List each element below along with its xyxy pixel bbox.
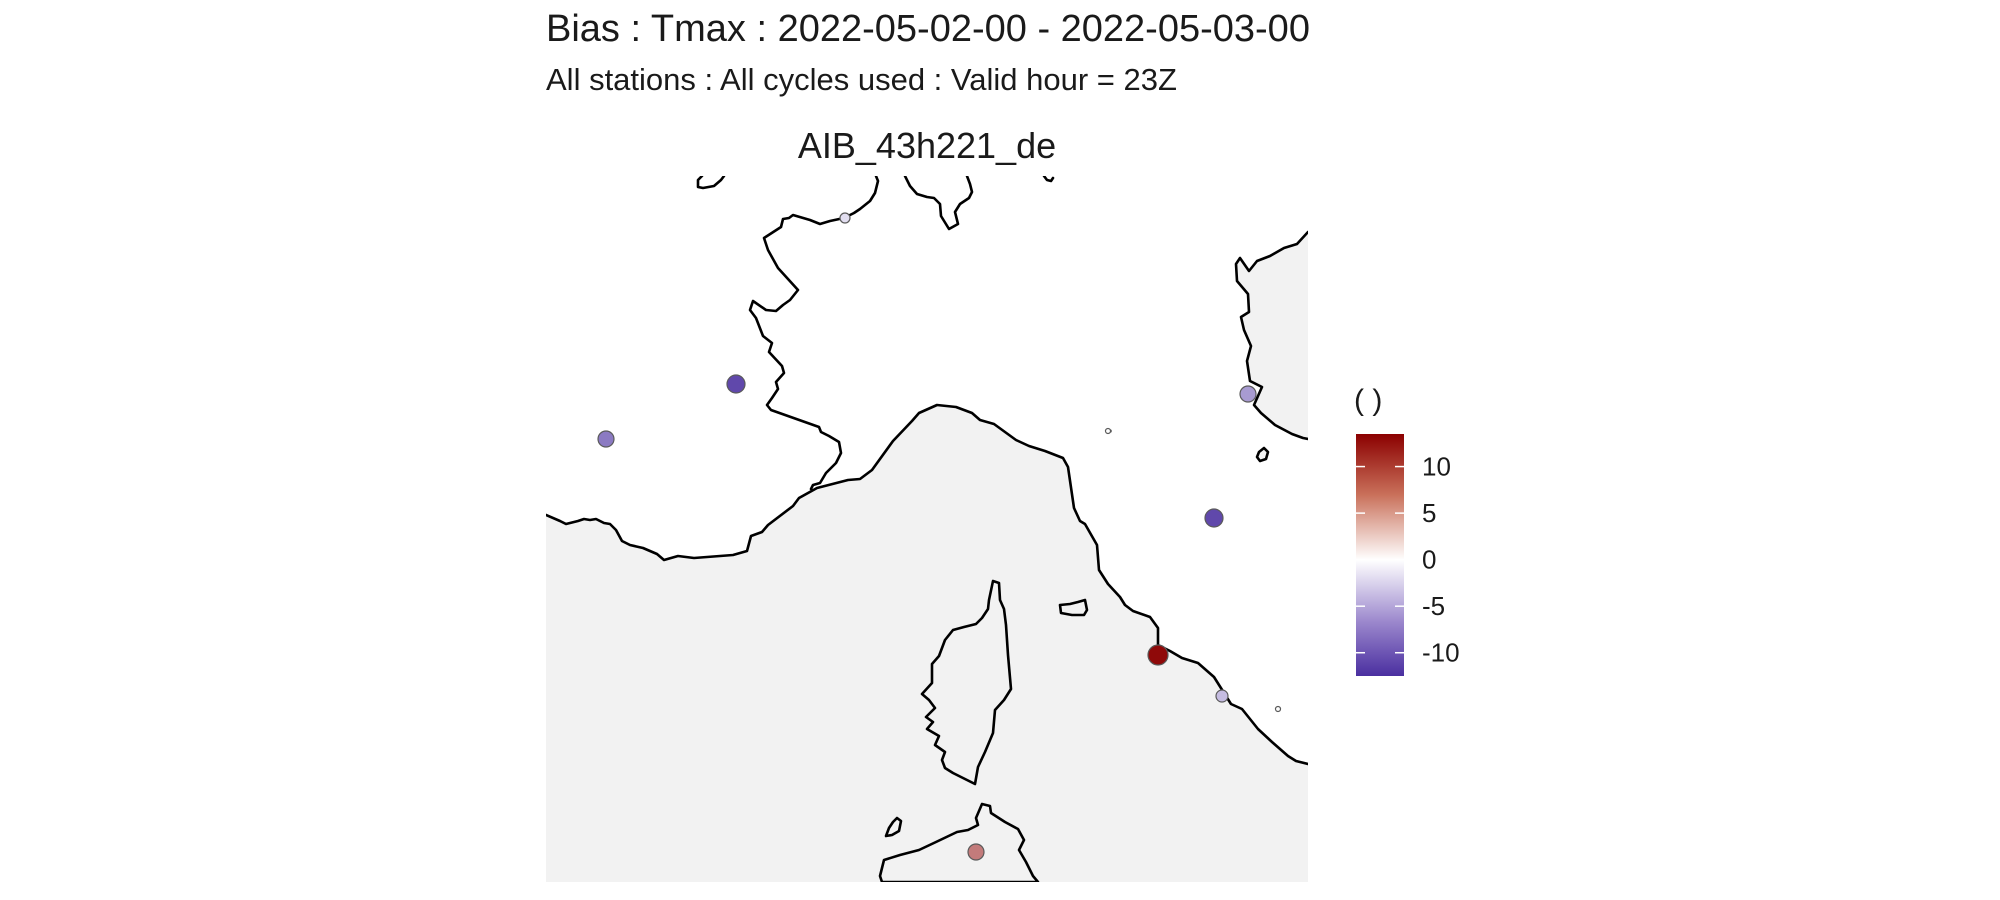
land-italy	[546, 405, 1308, 882]
station-point[interactable]	[1147, 644, 1169, 666]
island-corsica	[920, 579, 1013, 786]
map-layer	[546, 176, 1308, 882]
station-point[interactable]	[1239, 385, 1257, 403]
legend-tick-label: -10	[1422, 638, 1460, 668]
land-balkans	[1236, 232, 1308, 439]
island-sardinia-north	[884, 816, 903, 838]
legend: 10 5 0 -5 -10	[1356, 434, 1460, 676]
coastline-balkans	[1234, 230, 1308, 441]
coastline-alps-lake	[748, 176, 880, 491]
legend-tick-label: -5	[1422, 591, 1445, 621]
chart-title: Bias : Tmax : 2022-05-02-00 - 2022-05-03…	[546, 8, 1310, 50]
station-point[interactable]	[1215, 689, 1229, 703]
panel-title: AIB_43h221_de	[797, 125, 1057, 166]
station-point[interactable]	[839, 212, 851, 224]
station-point[interactable]	[967, 843, 985, 861]
coastline-north-bay	[696, 176, 726, 190]
station-layer	[597, 212, 1282, 861]
station-point[interactable]	[1204, 508, 1224, 528]
legend-ticks: 10 5 0 -5 -10	[1356, 452, 1460, 668]
legend-tick-label: 10	[1422, 452, 1451, 482]
station-point[interactable]	[597, 430, 615, 448]
coastline-north-point	[1042, 176, 1055, 183]
legend-title: ( )	[1354, 384, 1383, 417]
island-elba	[1058, 598, 1089, 617]
coastline-north-inlet	[903, 176, 974, 231]
chart-subtitle: All stations : All cycles used : Valid h…	[546, 62, 1177, 97]
legend-tick-label: 0	[1422, 545, 1436, 575]
station-point[interactable]	[1104, 427, 1112, 435]
island-adriatic-small	[1255, 446, 1270, 463]
legend-tick-label: 5	[1422, 498, 1436, 528]
legend-colorbar	[1356, 434, 1404, 676]
station-point[interactable]	[726, 374, 746, 394]
island-sardinia	[878, 802, 1040, 882]
station-point[interactable]	[1274, 705, 1282, 713]
